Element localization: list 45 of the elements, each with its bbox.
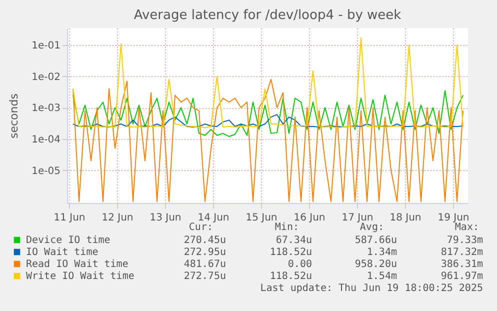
y-tick-label: 1e-05 [32, 166, 60, 177]
y-tick-label: 1e-02 [32, 72, 60, 83]
text: 118.52u [270, 271, 312, 282]
x-tick-label: 16 Jun [294, 212, 326, 224]
y-tick-label: 1e-03 [32, 103, 60, 114]
chart-title: Average latency for /dev/loop4 - by week [134, 8, 402, 23]
y-tick-label: 1e-01 [32, 40, 60, 52]
text: Max: [454, 222, 479, 233]
line-series [72, 78, 464, 202]
x-tick-label: 18 Jun [390, 212, 422, 224]
x-tick-label: 19 Jun [438, 212, 470, 224]
text: 1.54m [366, 271, 397, 282]
text: 386.31m [440, 259, 483, 270]
legend-label: Device IO time [26, 235, 110, 246]
text: 587.66u [354, 235, 397, 246]
x-tick-label: 11 Jun [54, 212, 86, 224]
line-series [72, 37, 464, 129]
text: 272.95u [184, 247, 226, 258]
text: 958.20u [354, 259, 397, 270]
text: 67.34u [276, 235, 312, 246]
x-tick-label: 12 Jun [102, 212, 134, 224]
legend-label: Read IO Wait time [26, 259, 128, 270]
text: 272.75u [184, 271, 226, 282]
text: Min: [274, 222, 299, 233]
text: 481.67u [184, 259, 226, 270]
text: 961.97m [440, 271, 483, 282]
x-tick-label: 15 Jun [246, 212, 278, 224]
legend-label: IO Wait time [26, 247, 98, 258]
y-axis-title: seconds [8, 93, 21, 138]
text: Avg: [360, 222, 384, 233]
x-tick-label: 13 Jun [150, 212, 182, 224]
text: Last update: Thu Jun 19 18:00:25 2025 [260, 283, 483, 294]
line-series [72, 114, 464, 128]
text: 817.32m [440, 247, 483, 258]
text: 79.33m [446, 235, 483, 246]
text: 0.00 [288, 259, 312, 270]
x-tick-label: 17 Jun [342, 212, 374, 224]
text: Cur: [188, 222, 213, 233]
x-tick-label: 14 Jun [198, 212, 230, 224]
text: 270.45u [184, 235, 226, 246]
text: 1.34m [366, 247, 397, 258]
y-tick-label: 1e-04 [32, 134, 60, 146]
line-series [72, 90, 464, 137]
legend-label: Write IO Wait time [26, 271, 134, 282]
text: 118.52u [270, 247, 312, 258]
